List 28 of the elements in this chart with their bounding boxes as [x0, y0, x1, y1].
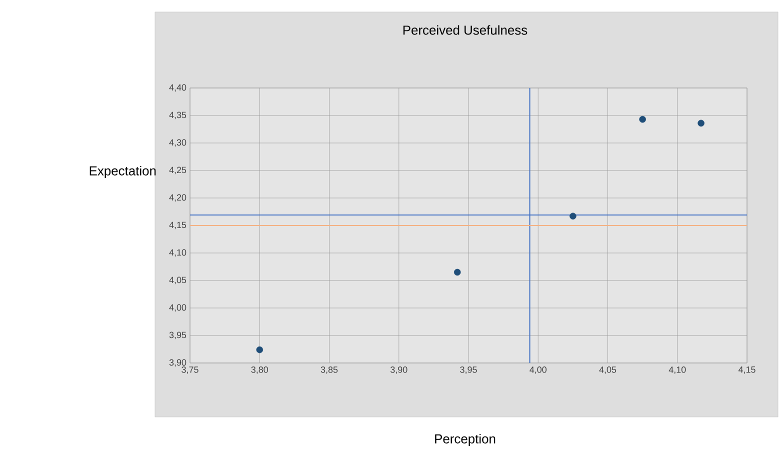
y-tick-label: 3,95 [169, 332, 186, 340]
x-tick-label: 3,90 [390, 366, 408, 374]
x-tick-label: 4,15 [738, 366, 756, 374]
point [639, 116, 646, 123]
x-tick-label: 4,10 [668, 366, 686, 374]
x-tick-label: 3,95 [460, 366, 477, 374]
y-tick-label: 4,25 [169, 166, 186, 174]
chart-title: Perceived Usefulness [403, 25, 528, 35]
y-tick-label: 4,30 [169, 139, 186, 147]
y-tick-label: 4,40 [169, 84, 186, 92]
y-tick-label: 4,35 [169, 112, 186, 120]
y-axis-title: Expectation [90, 166, 156, 178]
y-tick-label: 3,90 [169, 359, 186, 367]
x-axis-title: Perception [435, 434, 496, 446]
point [454, 268, 461, 276]
y-tick-label: 4,15 [169, 222, 186, 230]
x-tick-label: 3,85 [320, 366, 338, 374]
x-tick-label: 4,00 [530, 366, 547, 374]
point [570, 212, 576, 220]
point [698, 120, 704, 127]
y-tick-label: 4,05 [169, 276, 186, 284]
y-tick-label: 4,10 [169, 249, 186, 257]
y-tick-label: 4,00 [169, 304, 186, 312]
x-tick-label: 4,05 [599, 366, 616, 374]
x-tick-label: 3,75 [182, 366, 198, 374]
y-tick-label: 4,20 [169, 194, 186, 202]
x-tick-label: 3,80 [251, 366, 268, 374]
point [256, 346, 264, 354]
